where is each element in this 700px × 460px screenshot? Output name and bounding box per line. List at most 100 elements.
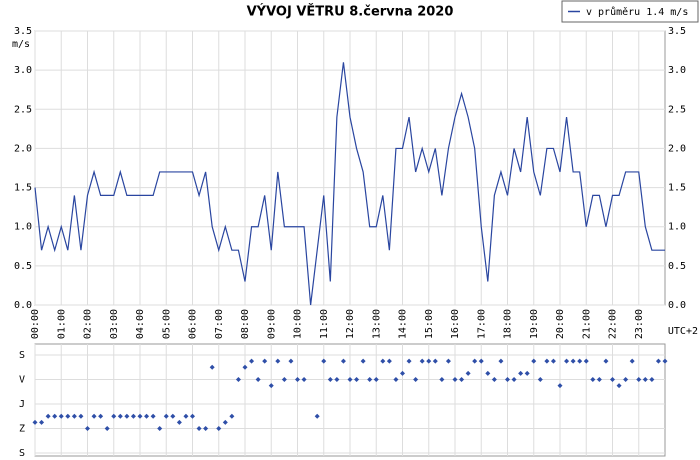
x-tick-label: 18:00 xyxy=(503,309,514,339)
x-tick-label: 06:00 xyxy=(188,309,199,339)
x-tick-label: 10:00 xyxy=(293,309,304,339)
y-tick-label: 1.0 xyxy=(14,222,32,233)
direction-point xyxy=(196,426,202,431)
direction-point xyxy=(400,370,405,376)
x-tick-label: 05:00 xyxy=(161,309,172,339)
direction-point xyxy=(577,358,583,364)
direction-point xyxy=(367,377,373,382)
direction-point xyxy=(321,358,327,364)
x-tick-label: 11:00 xyxy=(319,309,330,339)
direction-point xyxy=(295,377,300,382)
direction-point xyxy=(373,377,379,382)
y-tick-label-right: 3.0 xyxy=(668,65,686,76)
direction-point xyxy=(531,358,537,364)
direction-point xyxy=(623,377,629,382)
direction-point xyxy=(203,426,209,431)
direction-point xyxy=(327,377,333,382)
direction-point xyxy=(268,383,274,389)
direction-point xyxy=(255,377,261,382)
direction-point xyxy=(39,419,45,425)
direction-point xyxy=(419,358,425,364)
direction-point xyxy=(85,426,90,431)
direction-point xyxy=(170,413,176,419)
direction-point xyxy=(78,413,84,419)
direction-point xyxy=(642,377,648,382)
direction-point xyxy=(222,419,228,425)
direction-point xyxy=(262,358,268,364)
direction-point xyxy=(347,377,353,382)
y-tick-label: 0.0 xyxy=(14,300,32,311)
direction-point xyxy=(190,413,195,419)
x-tick-label: 12:00 xyxy=(345,309,356,339)
direction-point xyxy=(636,377,642,382)
direction-point xyxy=(662,358,668,364)
legend-label: v průměru 1.4 m/s xyxy=(586,6,688,18)
direction-point xyxy=(130,413,136,419)
x-tick-label: 17:00 xyxy=(476,309,487,339)
direction-point xyxy=(45,413,51,419)
direction-point xyxy=(334,377,340,382)
chart-title: VÝVOJ VĚTRU 8.června 2020 xyxy=(247,4,454,20)
y-tick-label: S xyxy=(19,448,25,459)
direction-point xyxy=(655,358,661,364)
x-tick-label: 15:00 xyxy=(424,309,435,339)
x-tick-label: 21:00 xyxy=(581,309,592,339)
direction-point xyxy=(65,413,71,419)
direction-point xyxy=(117,413,123,419)
direction-point xyxy=(91,413,97,419)
y-tick-label-right: 0.0 xyxy=(668,300,686,311)
y-tick-label-right: 1.0 xyxy=(668,222,686,233)
x-tick-label: 20:00 xyxy=(555,309,566,339)
direction-point xyxy=(544,358,550,364)
direction-point xyxy=(242,364,248,370)
x-tick-label: 13:00 xyxy=(371,309,382,339)
y-tick-label-right: 0.5 xyxy=(668,261,686,272)
direction-point xyxy=(459,377,465,382)
direction-point xyxy=(610,377,615,382)
y-axis-label: m/s xyxy=(12,39,30,50)
direction-point xyxy=(452,377,458,382)
direction-point xyxy=(413,377,419,382)
direction-point xyxy=(150,413,156,419)
wind-speed-line xyxy=(34,62,665,306)
x-tick-label: 16:00 xyxy=(450,309,461,339)
x-tick-label: 03:00 xyxy=(109,309,120,339)
direction-point xyxy=(518,370,524,376)
direction-point xyxy=(137,413,143,419)
direction-point xyxy=(124,413,130,419)
direction-point xyxy=(386,358,392,364)
direction-point xyxy=(472,358,478,364)
direction-point xyxy=(478,358,484,364)
x-tick-label: 00:00 xyxy=(30,309,41,339)
direction-point xyxy=(380,358,386,364)
y-tick-label: 2.0 xyxy=(14,143,32,154)
direction-point xyxy=(491,377,497,382)
direction-point xyxy=(360,358,366,364)
y-tick-label: 2.5 xyxy=(14,104,32,115)
direction-point xyxy=(524,370,530,376)
direction-point xyxy=(314,413,320,419)
direction-point xyxy=(340,358,346,364)
x-axis-label: UTC+2 xyxy=(668,326,698,337)
direction-point xyxy=(583,358,589,364)
y-tick-label: 0.5 xyxy=(14,261,32,272)
direction-point xyxy=(590,377,596,382)
direction-point xyxy=(439,377,445,382)
direction-point xyxy=(163,413,169,419)
direction-point xyxy=(235,377,241,382)
direction-point xyxy=(288,358,294,364)
direction-point xyxy=(570,358,576,364)
y-tick-label-right: 1.5 xyxy=(668,183,686,194)
direction-point xyxy=(603,358,609,364)
direction-point xyxy=(111,413,117,419)
direction-point xyxy=(505,377,510,382)
y-tick-label: V xyxy=(19,375,25,386)
direction-point xyxy=(98,413,104,419)
direction-point xyxy=(249,358,255,364)
direction-point xyxy=(649,377,655,382)
direction-point xyxy=(144,413,150,419)
x-tick-label: 07:00 xyxy=(214,309,225,339)
direction-point xyxy=(216,426,222,431)
